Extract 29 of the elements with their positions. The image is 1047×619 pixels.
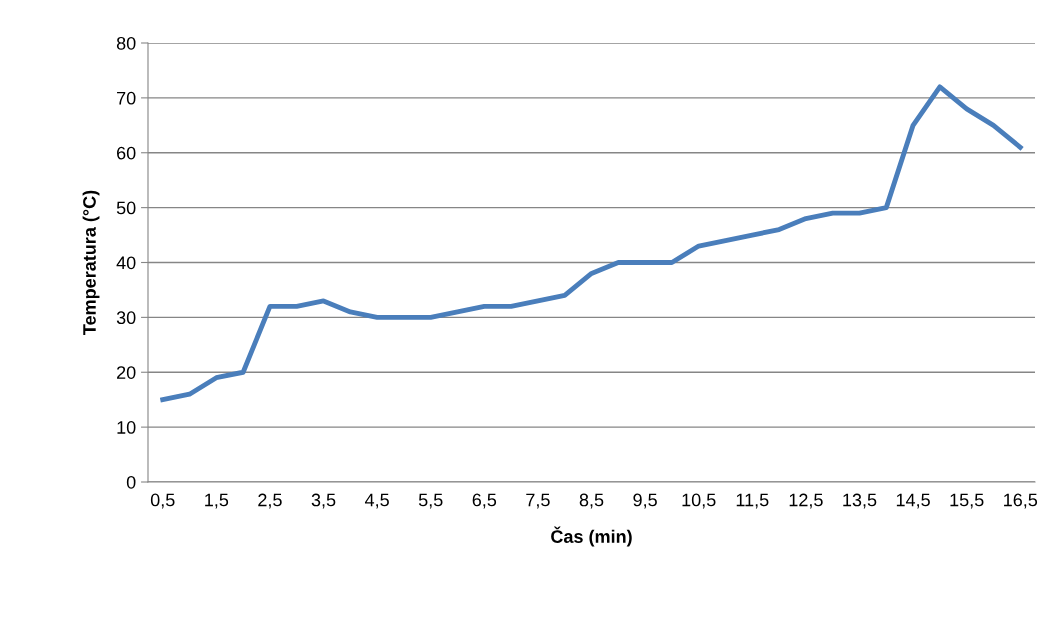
y-tick-label: 30 bbox=[116, 311, 136, 325]
x-tick-label: 15,5 bbox=[950, 493, 984, 509]
x-tick-label: 5,5 bbox=[418, 493, 443, 509]
x-tick-label: 7,5 bbox=[526, 493, 550, 509]
y-tick-label: 80 bbox=[116, 36, 136, 50]
y-tick-label: 10 bbox=[117, 421, 136, 434]
line-series bbox=[160, 84, 1023, 403]
y-tick-label: 20 bbox=[117, 366, 136, 379]
x-tick-label: 9,5 bbox=[633, 493, 657, 509]
y-tick-label: 70 bbox=[117, 91, 136, 105]
x-axis-title: Čas (min) bbox=[551, 526, 632, 547]
x-tick-label: 13,5 bbox=[843, 493, 877, 509]
x-tick-label: 6,5 bbox=[472, 493, 497, 509]
x-tick-label: 10,5 bbox=[682, 493, 716, 509]
y-tick-label: 60 bbox=[117, 146, 136, 160]
x-tick-label: 16,5 bbox=[1004, 493, 1038, 509]
x-tick-label: 2,5 bbox=[258, 493, 282, 509]
x-tick-label: 4,5 bbox=[364, 493, 389, 509]
x-tick-label: 1,5 bbox=[205, 493, 229, 509]
x-tick-label: 11,5 bbox=[736, 493, 769, 509]
x-tick-label: 12,5 bbox=[789, 493, 823, 509]
x-tick-label: 0,5 bbox=[150, 493, 175, 509]
y-axis-title: Temperatura (°C) bbox=[82, 190, 100, 335]
y-tick-label: 0 bbox=[126, 475, 136, 489]
y-tick-label: 50 bbox=[116, 201, 136, 215]
x-tick-label: 14,5 bbox=[896, 493, 930, 509]
x-tick-label: 3,5 bbox=[311, 493, 336, 509]
x-tick-label: 8,5 bbox=[579, 493, 604, 509]
y-tick-label: 40 bbox=[116, 256, 136, 270]
